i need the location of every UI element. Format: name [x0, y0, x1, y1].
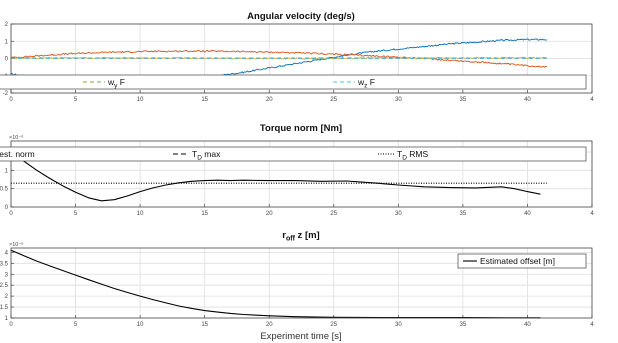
x-tick-label: 4 — [590, 97, 594, 103]
x-tick-label: 25 — [330, 211, 337, 217]
x-tick-label: 30 — [395, 322, 402, 328]
x-tick-label: 0 — [9, 322, 13, 328]
legend-box — [457, 253, 587, 269]
y-tick-label: -2 — [3, 91, 9, 97]
x-tick-label: 15 — [201, 322, 208, 328]
axis-exponent: ×10⁻⁶ — [9, 134, 24, 141]
y-tick-label: 1 — [5, 39, 9, 45]
y-tick-label: 2 — [5, 294, 9, 300]
x-tick-label: 15 — [201, 97, 208, 103]
x-tick-label: 30 — [395, 97, 402, 103]
x-tick-label: 20 — [266, 97, 273, 103]
angular-velocity-panel: Angular velocity (deg/s) 0 5 10 15 20 25 30 35 4… — [0, 11, 594, 103]
x-tick-label: 20 — [266, 322, 273, 328]
x-tick-label: 20 — [266, 211, 273, 217]
y-tick-label: 2 — [5, 22, 9, 28]
x-tick-label: 40 — [524, 211, 531, 217]
legend-label: wy F — [107, 77, 125, 90]
x-tick-label: 5 — [74, 322, 78, 328]
y-tick-label: 1 — [5, 168, 9, 174]
series-line — [10, 249, 541, 319]
axes-box — [10, 23, 593, 94]
x-tick-label: 35 — [460, 211, 467, 217]
panel-title: roff z [m] — [282, 230, 319, 243]
x-tick-label: 15 — [201, 211, 208, 217]
x-tick-label: 25 — [330, 322, 337, 328]
series-line — [10, 149, 541, 202]
x-tick-label: 35 — [460, 322, 467, 328]
y-tick-label: 3.5 — [0, 261, 9, 267]
torque-norm-panel: Torque norm [Nm] 0510152025303540400.511… — [0, 123, 594, 217]
series-line — [10, 49, 548, 68]
y-tick-label: 0.5 — [0, 187, 9, 193]
axes-box — [10, 247, 593, 319]
x-tick-label: 5 — [74, 97, 78, 103]
panel-title: Angular velocity (deg/s) — [247, 11, 355, 22]
axes-box — [10, 140, 593, 208]
legend: Estimated offset [m] — [457, 253, 587, 269]
legend-label: TD max — [192, 149, 221, 162]
x-tick-label: 10 — [137, 211, 144, 217]
y-tick-label: 4 — [5, 250, 9, 256]
x-tick-label: 0 — [9, 97, 13, 103]
y-tick-label: 0 — [5, 205, 9, 211]
x-tick-label: 0 — [9, 211, 13, 217]
x-tick-label: 10 — [137, 322, 144, 328]
x-tick-label: 10 — [137, 97, 144, 103]
legend-box — [0, 146, 587, 162]
y-tick-label: 1 — [5, 316, 9, 322]
legend: TD est. norm TD max TD RMS — [0, 146, 587, 162]
x-tick-label: 25 — [330, 97, 337, 103]
y-tick-label: 0 — [5, 57, 9, 63]
x-tick-label: 5 — [74, 211, 78, 217]
y-tick-label: 1.5 — [0, 305, 9, 311]
legend-label: wz F — [357, 77, 375, 90]
x-tick-label: 35 — [460, 97, 467, 103]
x-tick-label: 30 — [395, 211, 402, 217]
x-tick-label: 4 — [590, 322, 594, 328]
legend-label: Estimated offset [m] — [480, 256, 555, 266]
x-tick-label: 40 — [524, 322, 531, 328]
x-axis-label: Experiment time [s] — [260, 331, 341, 342]
x-tick-label: 40 — [524, 97, 531, 103]
y-tick-label: 2.5 — [0, 283, 9, 289]
legend: wxwywzwx Fwy Fwz F — [0, 74, 587, 90]
legend-box — [0, 74, 587, 90]
x-tick-label: 4 — [590, 211, 594, 217]
legend-label: TD est. norm — [0, 149, 35, 162]
legend-label: TD RMS — [397, 149, 428, 162]
panel-title: Torque norm [Nm] — [260, 123, 342, 134]
y-tick-label: 3 — [5, 272, 9, 278]
offset-panel: roff z [m] 0 5 10 15 20 25 30 35 40 4 1 1.5 2 2.5 3 3.5… — [0, 230, 594, 328]
axis-exponent: ×10⁻⁶ — [9, 241, 24, 248]
